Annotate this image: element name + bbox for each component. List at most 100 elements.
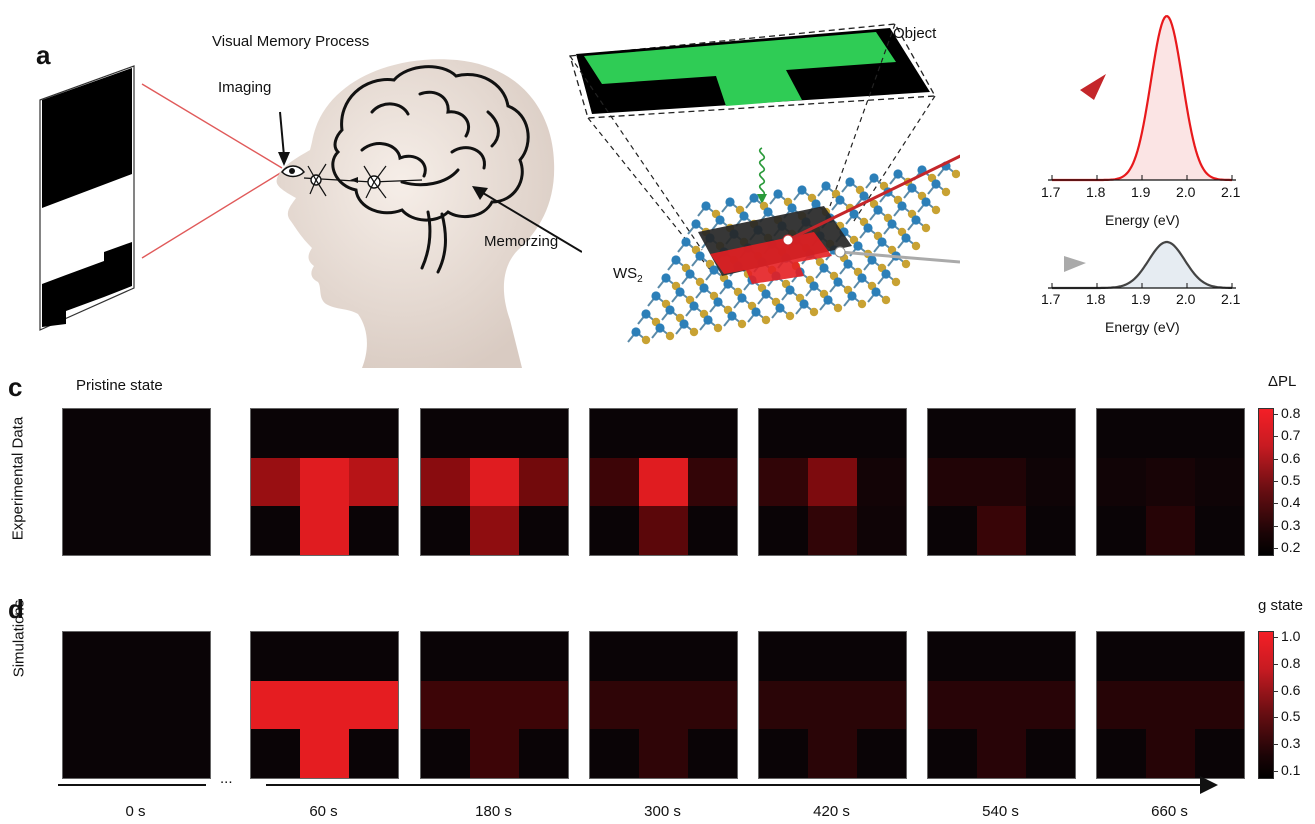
experimental-map-6	[1096, 408, 1245, 556]
experimental-map-2-cell-1	[470, 409, 519, 458]
simulation-map-1	[250, 631, 399, 779]
experimental-map-6-cell-6	[1097, 506, 1146, 555]
simulation-map-1-cell-2	[349, 632, 398, 681]
panel-label-c: c	[8, 372, 23, 402]
simulation-map-6-cell-0	[1097, 632, 1146, 681]
g-state-tick-mark-3	[1273, 717, 1278, 719]
delta-pl-tick-label-5: 0.3	[1281, 516, 1301, 533]
simulation-map-0-cell-8	[161, 729, 210, 778]
timeline-label-0: 0 s	[125, 803, 146, 820]
experimental-map-6-cell-0	[1097, 409, 1146, 458]
simulation-map-1-cell-6	[251, 729, 300, 778]
simulation-map-2-cell-8	[519, 729, 568, 778]
experimental-map-3-cell-8	[688, 506, 737, 555]
experimental-map-6-cell-1	[1146, 409, 1195, 458]
simulation-map-3-cell-0	[590, 632, 639, 681]
experimental-map-2-cell-5	[519, 457, 568, 507]
material-label: WS2	[613, 265, 643, 285]
experimental-map-4-cell-1	[808, 409, 857, 458]
experimental-map-4-cell-2	[857, 409, 906, 458]
simulation-map-5-cell-8	[1026, 729, 1075, 778]
g-state-tick-label-2: 0.6	[1281, 681, 1301, 698]
g-state-tick-mark-4	[1273, 744, 1278, 746]
experimental-data-ylabel: Experimental Data	[9, 416, 27, 541]
experimental-map-6-cell-4	[1146, 457, 1195, 507]
experimental-map-4-cell-4	[808, 457, 857, 507]
object-label: Object	[893, 25, 937, 42]
simulation-map-2-cell-4	[470, 680, 519, 730]
delta-pl-tick-label-1: 0.7	[1281, 427, 1301, 444]
experimental-map-2-cell-2	[519, 409, 568, 458]
simulation-map-0-cell-4	[112, 680, 161, 730]
delta-pl-tick-mark-2	[1273, 458, 1278, 460]
experimental-map-0-cell-2	[161, 409, 210, 458]
simulation-map-6-cell-3	[1097, 680, 1146, 730]
experimental-map-4-cell-7	[808, 506, 857, 555]
experimental-map-6-cell-3	[1097, 457, 1146, 507]
simulation-map-1-cell-5	[349, 680, 398, 730]
spectrum-top-tick-label-4: 2.1	[1221, 184, 1241, 200]
object-projection-diagram	[569, 23, 960, 345]
timeline-label-5: 540 s	[982, 803, 1019, 820]
simulation-map-4-cell-8	[857, 729, 906, 778]
simulation-map-3-cell-4	[639, 680, 688, 730]
spectrum-bottom	[1048, 240, 1236, 290]
simulation-map-4-cell-7	[808, 729, 857, 778]
delta-pl-tick-mark-1	[1273, 436, 1278, 438]
g-state-tick-mark-1	[1273, 663, 1278, 665]
experimental-map-0-cell-8	[161, 506, 210, 555]
experimental-map-0-cell-4	[112, 457, 161, 507]
simulation-map-4	[758, 631, 907, 779]
spectrum-top	[1048, 15, 1236, 182]
experimental-map-1-cell-0	[251, 409, 300, 458]
timeline-label-1: 60 s	[309, 803, 338, 820]
gray-arrowhead	[1064, 256, 1086, 272]
g-state-tick-label-0: 1.0	[1281, 628, 1301, 644]
timeline-ellipsis: ...	[220, 770, 233, 787]
spectrum-bottom-xlabel: Energy (eV)	[1105, 319, 1180, 335]
simulation-map-4-cell-4	[808, 680, 857, 730]
experimental-map-0-cell-6	[63, 506, 112, 555]
red-arrowhead	[1080, 74, 1106, 100]
experimental-map-3-cell-5	[688, 457, 737, 507]
experimental-map-0-cell-5	[161, 457, 210, 507]
simulation-map-6-cell-1	[1146, 632, 1195, 681]
simulation-map-6-cell-8	[1195, 729, 1244, 778]
experimental-map-5-cell-6	[928, 506, 977, 555]
experimental-map-5-cell-7	[977, 506, 1026, 555]
spectrum-top-tick-label-3: 2.0	[1176, 184, 1196, 200]
simulation-map-2-cell-7	[470, 729, 519, 778]
experimental-map-3-cell-1	[639, 409, 688, 458]
simulation-map-0-cell-3	[63, 680, 112, 730]
delta-pl-tick-mark-0	[1273, 414, 1278, 415]
spectrum-bottom-tick-label-2: 1.9	[1131, 291, 1151, 307]
simulation-map-3-cell-5	[688, 680, 737, 730]
simulation-map-1-cell-0	[251, 632, 300, 681]
g-state-tick-label-1: 0.8	[1281, 654, 1301, 671]
experimental-map-0	[62, 408, 211, 556]
simulation-map-4-cell-3	[759, 680, 808, 730]
experimental-map-6-cell-7	[1146, 506, 1195, 555]
simulation-map-3-cell-7	[639, 729, 688, 778]
experimental-map-3-cell-6	[590, 506, 639, 555]
panel-label-a: a	[36, 40, 51, 70]
delta-pl-colorbar	[1258, 408, 1274, 556]
experimental-map-5-cell-1	[977, 409, 1026, 458]
simulation-map-4-cell-6	[759, 729, 808, 778]
delta-pl-tick-label-6: 0.2	[1281, 539, 1301, 555]
g-state-title: g state	[1258, 597, 1304, 614]
simulation-map-2-cell-1	[470, 632, 519, 681]
experimental-map-1-cell-8	[349, 506, 398, 555]
simulation-map-1-cell-3	[251, 680, 300, 730]
experimental-map-4-cell-3	[759, 457, 808, 507]
experimental-map-3-cell-4	[639, 457, 688, 507]
experimental-map-3-cell-2	[688, 409, 737, 458]
experimental-map-0-cell-0	[63, 409, 112, 458]
spectrum-top-tick-label-2: 1.9	[1131, 184, 1151, 200]
simulation-map-0-cell-0	[63, 632, 112, 681]
g-state-tick-mark-5	[1273, 771, 1278, 772]
delta-pl-tick-mark-4	[1273, 503, 1278, 505]
simulation-map-5-cell-1	[977, 632, 1026, 681]
timeline-main-segment	[266, 784, 1208, 786]
timeline-label-4: 420 s	[813, 803, 850, 820]
